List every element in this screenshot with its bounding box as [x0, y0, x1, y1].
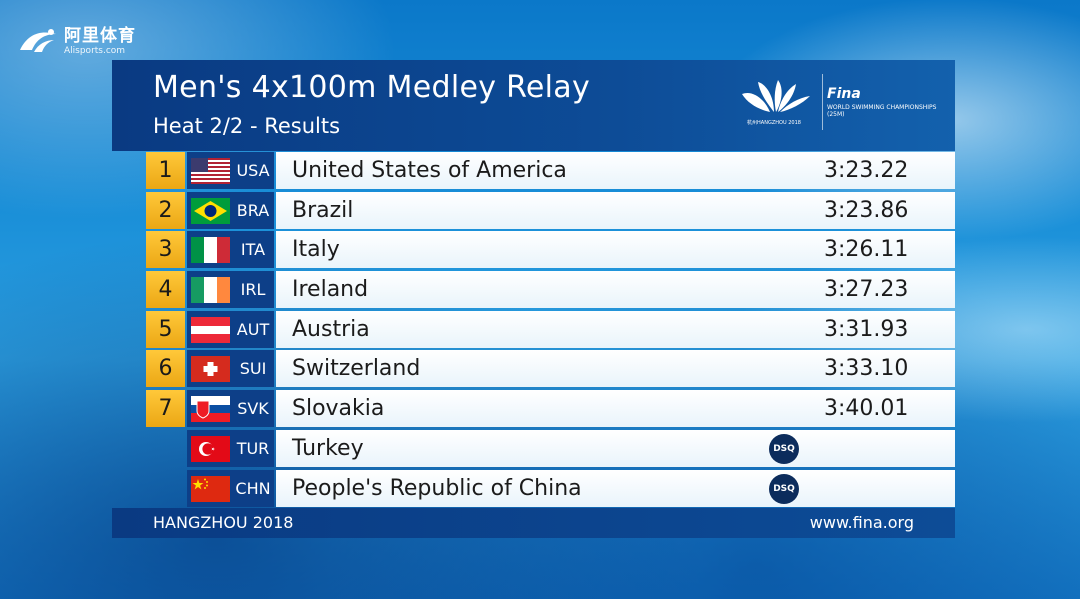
result-row: 2 BRA Brazil 3:23.86	[112, 191, 955, 231]
name-cell: Switzerland 3:33.10	[276, 350, 955, 388]
rank-badge: 1	[146, 152, 185, 189]
country-name: Switzerland	[292, 356, 421, 382]
footer-website: www.fina.org	[809, 513, 914, 532]
rank-badge: 6	[146, 350, 185, 388]
fina-logo: Fina WORLD SWIMMING CHAMPIONSHIPS (25M)	[827, 86, 955, 118]
country-cell: ITA	[187, 231, 274, 269]
name-cell: People's Republic of China DSQ	[276, 469, 955, 507]
event-title: Men's 4x100m Medley Relay	[153, 70, 591, 105]
results-board: Men's 4x100m Medley Relay Heat 2/2 - Res…	[112, 60, 955, 538]
country-cell: USA	[187, 152, 274, 189]
country-code: AUT	[236, 319, 270, 339]
fina-brand: Fina	[827, 86, 861, 102]
country-cell: SVK	[187, 390, 274, 428]
dsq-badge: DSQ	[769, 473, 799, 504]
name-cell: Austria 3:31.93	[276, 310, 955, 348]
country-name: People's Republic of China	[292, 475, 582, 501]
country-code: SUI	[239, 359, 267, 379]
country-name: Turkey	[292, 435, 364, 461]
result-row: 3 ITA Italy 3:26.11	[112, 230, 955, 270]
rank-badge: 3	[146, 231, 185, 269]
result-time: 3:23.86	[824, 197, 909, 223]
country-code: USA	[236, 161, 270, 180]
country-cell: TUR	[187, 429, 274, 467]
country-code: TUR	[236, 438, 270, 458]
country-code: ITA	[240, 240, 266, 260]
rank-badge: 5	[146, 310, 185, 348]
country-code: CHN	[235, 478, 271, 498]
event-subtitle: Heat 2/2 - Results	[153, 114, 341, 138]
country-name: Ireland	[292, 277, 369, 303]
brazil-flag-icon	[191, 197, 230, 224]
country-cell: SUI	[187, 350, 274, 388]
country-name: Slovakia	[292, 396, 385, 422]
country-cell: CHN	[187, 469, 274, 507]
result-time: 3:40.01	[824, 396, 909, 422]
results-footer: HANGZHOU 2018 www.fina.org	[112, 508, 955, 538]
watermark-en: Alisports.com	[64, 46, 126, 56]
turkey-flag-icon	[191, 435, 230, 462]
rank-badge: 4	[146, 271, 185, 309]
result-row: 6 SUI Switzerland 3:33.10	[112, 349, 955, 389]
results-header: Men's 4x100m Medley Relay Heat 2/2 - Res…	[112, 60, 955, 151]
rank-badge: 7	[146, 390, 185, 428]
name-cell: Italy 3:26.11	[276, 231, 955, 269]
name-cell: United States of America 3:23.22	[276, 152, 955, 189]
result-row: 4 IRL Ireland 3:27.23	[112, 270, 955, 310]
result-time: 3:27.23	[824, 277, 909, 303]
country-name: Brazil	[292, 197, 354, 223]
alisports-watermark: 阿里体育 Alisports.com	[18, 28, 136, 56]
result-row: TUR Turkey DSQ	[112, 429, 955, 469]
hangzhou-2018-logo-icon	[742, 80, 810, 112]
result-time: 3:23.22	[824, 158, 909, 183]
header-divider	[822, 74, 823, 130]
name-cell: Brazil 3:23.86	[276, 191, 955, 229]
italy-flag-icon	[191, 237, 230, 264]
country-name: Austria	[292, 316, 370, 342]
name-cell: Turkey DSQ	[276, 429, 955, 467]
austria-flag-icon	[191, 316, 230, 343]
usa-flag-icon	[191, 158, 230, 184]
footer-venue: HANGZHOU 2018	[153, 513, 294, 532]
country-cell: IRL	[187, 271, 274, 309]
results-list: 1 USA United States of America 3:23.22	[112, 151, 955, 508]
watermark-cn: 阿里体育	[64, 26, 136, 46]
china-flag-icon	[191, 475, 230, 502]
dsq-badge: DSQ	[769, 433, 799, 464]
result-row: 7 SVK Slovakia 3:40.01	[112, 389, 955, 429]
name-cell: Slovakia 3:40.01	[276, 390, 955, 428]
result-row: 1 USA United States of America 3:23.22	[112, 151, 955, 191]
rank-badge: 2	[146, 191, 185, 229]
country-code: SVK	[237, 399, 269, 419]
result-time: 3:31.93	[824, 316, 909, 342]
country-code: BRA	[236, 200, 270, 220]
result-row: 5 AUT Austria 3:31.93	[112, 310, 955, 350]
switzerland-flag-icon	[191, 356, 230, 383]
country-cell: BRA	[187, 191, 274, 229]
country-name: United States of America	[292, 158, 567, 183]
name-cell: Ireland 3:27.23	[276, 271, 955, 309]
country-code: IRL	[240, 280, 266, 300]
country-cell: AUT	[187, 310, 274, 348]
ireland-flag-icon	[191, 277, 230, 304]
country-name: Italy	[292, 237, 340, 263]
result-time: 3:33.10	[824, 356, 909, 382]
result-row: CHN People's Republic of China DSQ	[112, 469, 955, 509]
slovakia-flag-icon	[191, 396, 230, 423]
alisports-logo-icon	[20, 29, 56, 52]
result-time: 3:26.11	[824, 237, 909, 263]
fina-subtitle: WORLD SWIMMING CHAMPIONSHIPS (25M)	[827, 104, 937, 118]
hangzhou-caption: 杭州HANGZHOU 2018	[747, 120, 801, 126]
